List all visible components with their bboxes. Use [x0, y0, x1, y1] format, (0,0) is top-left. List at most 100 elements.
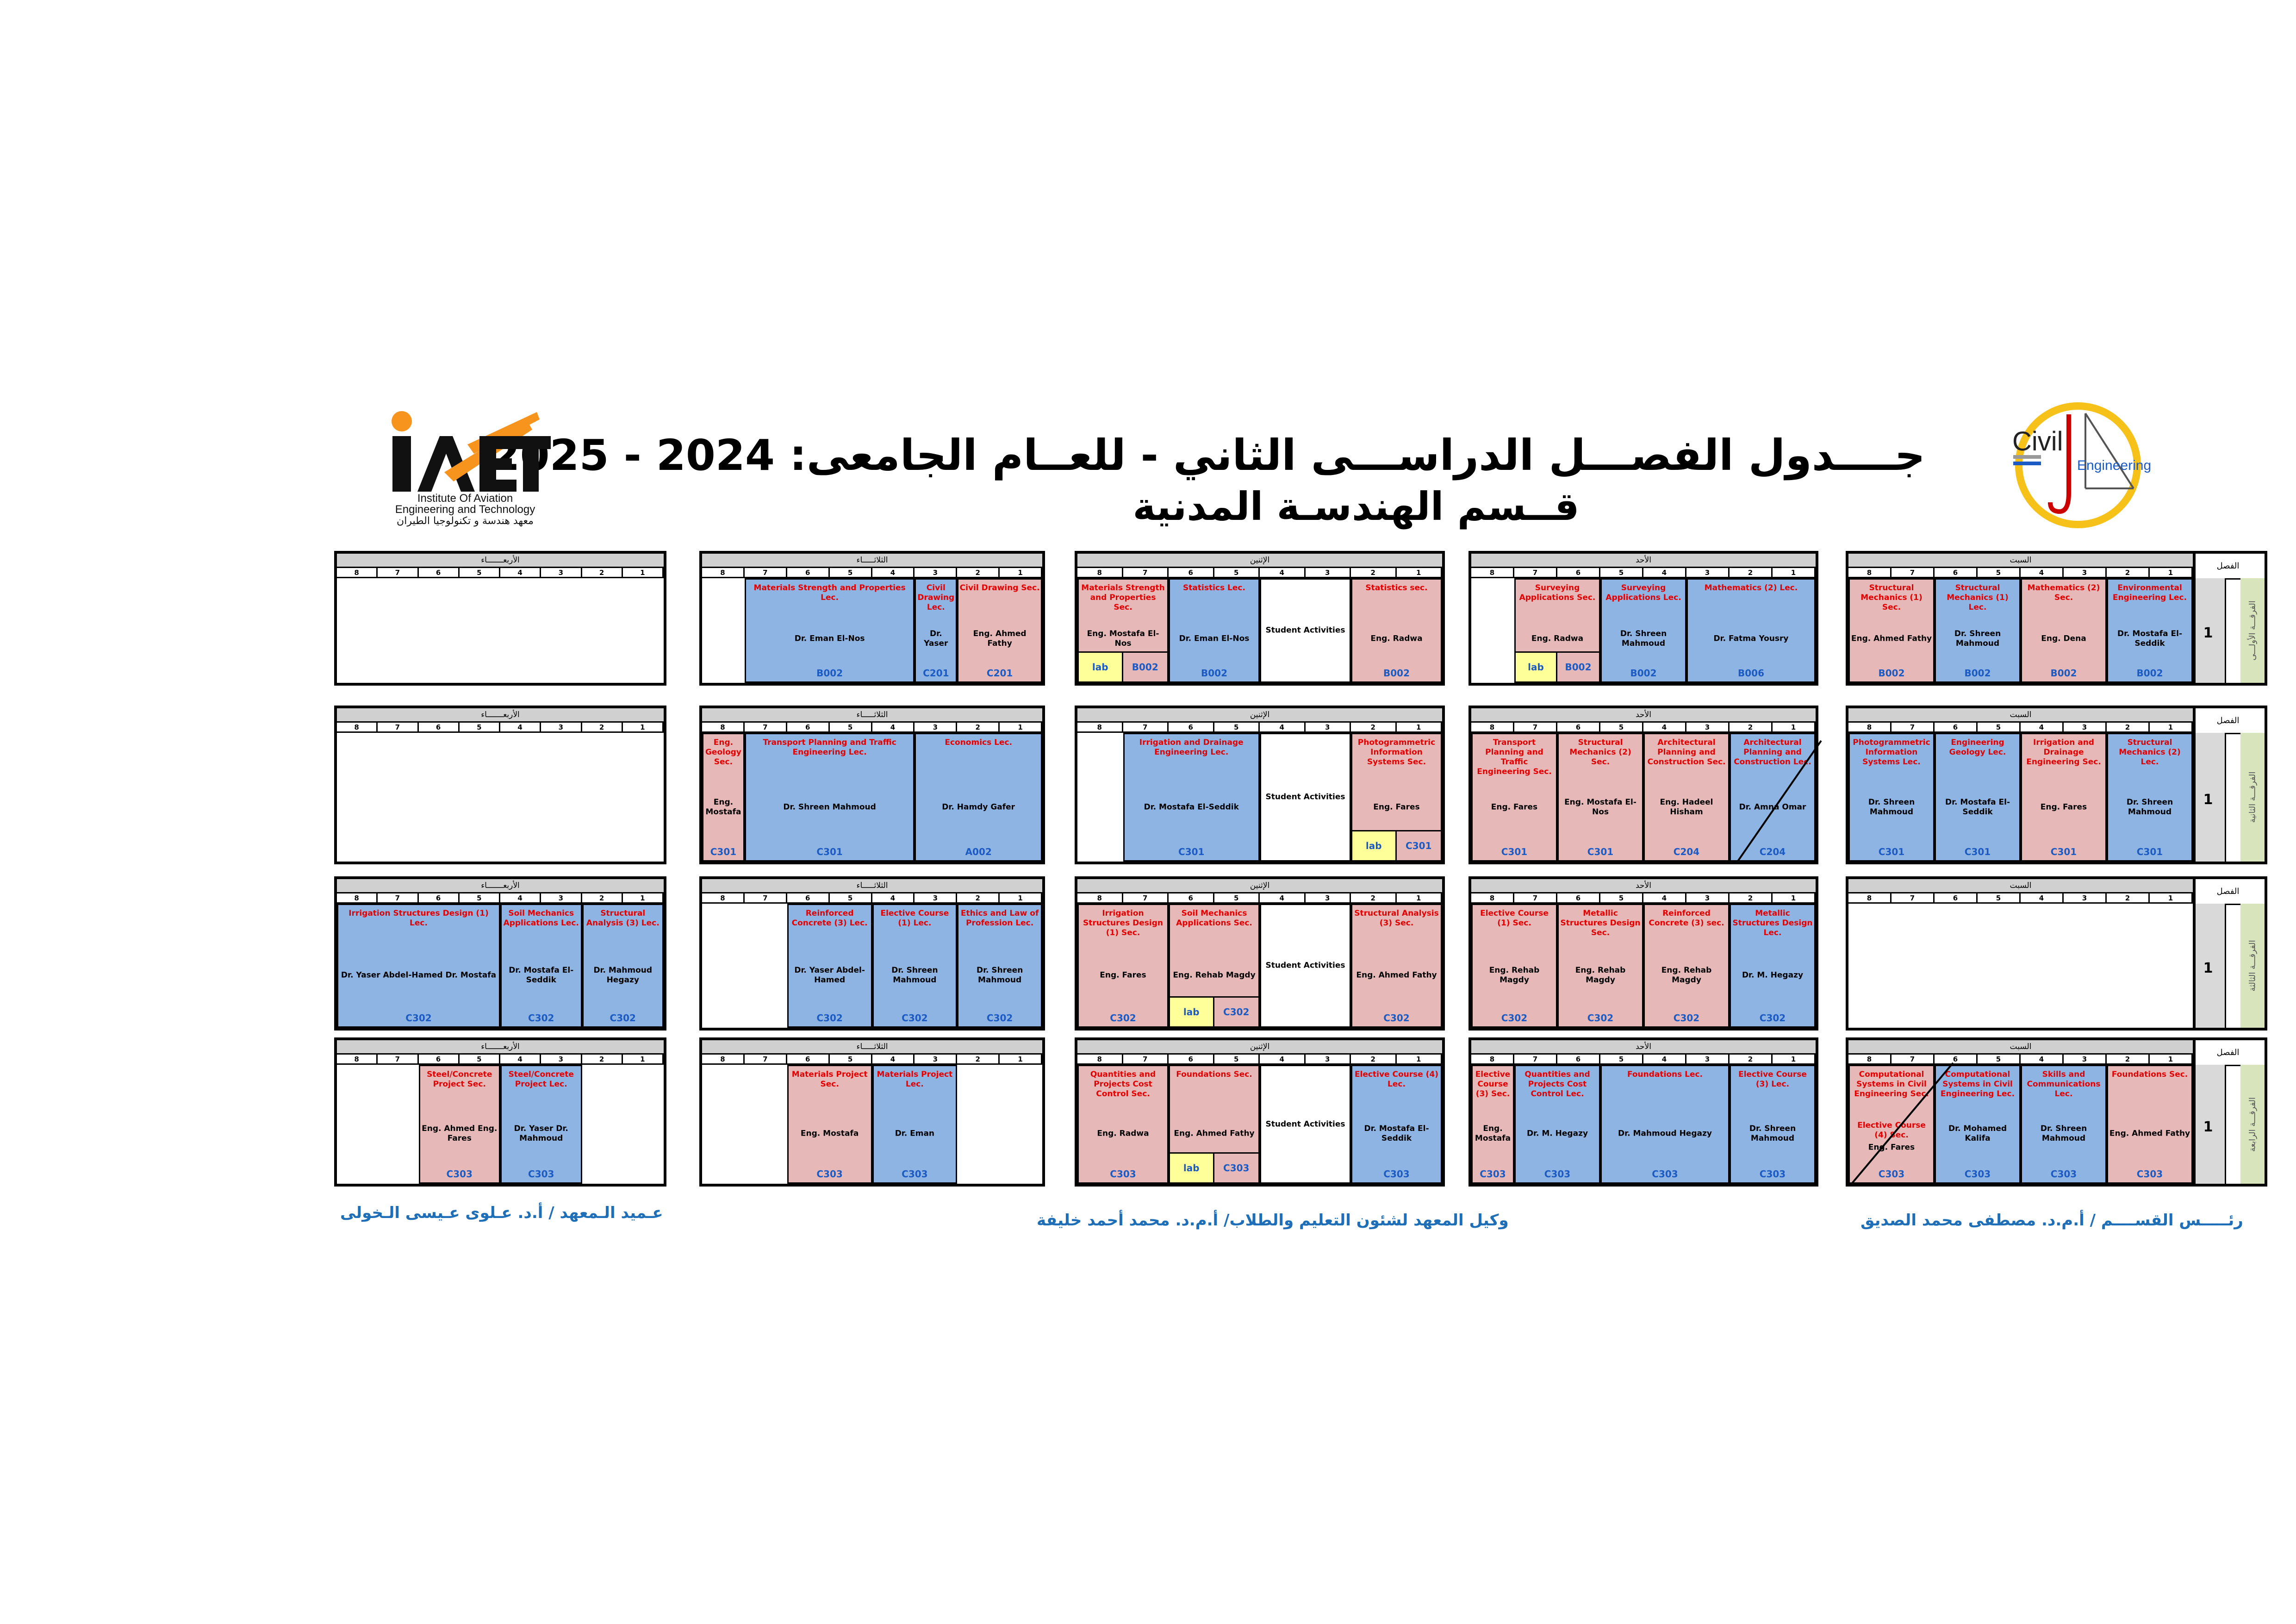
subject-name: Photogrammetric Information Systems Sec.	[1357, 738, 1436, 767]
subject-name: Structural Mechanics (1) Sec.	[1860, 583, 1923, 612]
room-number: C303	[1652, 1168, 1678, 1180]
period-number: 8	[1848, 723, 1892, 733]
room-number: C303	[1759, 1168, 1786, 1180]
period-number: 1	[622, 1055, 664, 1065]
room-number: C302	[902, 1012, 928, 1024]
instructor-name: Dr. Mostafa El-Seddik	[1144, 802, 1239, 812]
period-number: 3	[915, 568, 958, 578]
class-cell: Foundations Sec. Eng. Ahmed Fathy lab C303	[1169, 1065, 1260, 1184]
period-number: 3	[1686, 568, 1730, 578]
period-number: 6	[1557, 723, 1600, 733]
period-number: 1	[1000, 893, 1042, 904]
day-name: الثلاثـــــاء	[702, 708, 1042, 723]
subject-name: Eng. Geology Sec.	[705, 738, 741, 767]
period-number: 1	[2150, 893, 2193, 904]
instructor-name: Eng. Fares	[1491, 802, 1538, 812]
instructor-name: Eng. Ahmed Fathy	[2109, 1129, 2190, 1138]
room-number: B002	[1964, 668, 1991, 679]
period-number: 8	[1471, 723, 1514, 733]
room-number: C302	[528, 1012, 554, 1024]
day-name: السبت	[1848, 1040, 2193, 1055]
day-name: الإثنين	[1077, 708, 1442, 723]
day-name: الأحد	[1471, 879, 1816, 893]
class-cell: Soil Mechanics Applications Lec. Dr. Most…	[500, 904, 582, 1028]
period-number: 5	[459, 568, 500, 578]
period-number: 7	[378, 1055, 419, 1065]
subject-name: Structural Mechanics (2) Lec.	[2119, 738, 2181, 767]
class-cell: Irrigation Structures Design (1) Sec. Eng…	[1077, 904, 1169, 1028]
period-number: 4	[1643, 1055, 1686, 1065]
period-number: 1	[622, 568, 664, 578]
period-number: 3	[2064, 1055, 2107, 1065]
instructor-name: Dr. M. Hegazy	[1526, 1129, 1588, 1138]
subject-name: Environmental Engineering Lec.	[2112, 583, 2187, 602]
instructor-name: Eng. Dena	[2041, 634, 2086, 643]
instructor-name: Eng. Mostafa El-Nos	[1564, 797, 1636, 817]
class-cell: Steel/Concrete Project Lec. Dr. Yaser Dr.…	[500, 1065, 582, 1184]
day-block: السبت 8 7 6 5 4 3 2 1 Structural Mechanics (1) Se…	[1846, 551, 2196, 686]
class-cell: Elective Course (4) Lec. Dr. Mostafa El-S…	[1351, 1065, 1442, 1184]
room-box: C303	[1213, 1152, 1258, 1182]
year-frame: الفصل 1 الفرقـــة الأولـــى	[2189, 551, 2267, 686]
period-number: 6	[787, 568, 830, 578]
subject-name: Metallic Structures Design Lec.	[1732, 909, 1813, 937]
room-number: C303	[2050, 1168, 2077, 1180]
period-number: 4	[1260, 893, 1306, 904]
room-number: B002	[1878, 668, 1905, 679]
instructor-name: Eng. Fares	[1868, 1143, 1915, 1152]
department-head-signature: رئـــــس القســــم / أ.م.د. مصطفى محمد ا…	[1860, 1211, 2243, 1230]
period-number: 4	[1643, 893, 1686, 904]
day-block: السبت 8 7 6 5 4 3 2 1 Computational Systems in Ci…	[1846, 1037, 2196, 1187]
class-cell: Surveying Applications Lec. Dr. Shreen Ma…	[1600, 578, 1686, 683]
instructor-name: Dr. M. Hegazy	[1742, 970, 1804, 980]
year-label-text: الفرقـــة الأولـــى	[2247, 600, 2258, 661]
dean-signature: عـميد الـمعهد / أ.د. عـلوى عـيسى الـخولى	[340, 1204, 663, 1222]
room-number: C301	[1178, 846, 1205, 857]
class-cell: Statistics Lec. Dr. Eman El-Nos B002	[1169, 578, 1260, 683]
subject-name: Transport Planning and Traffic Engineeri…	[1477, 738, 1552, 776]
subject-name: Soil Mechanics Applications Lec.	[503, 909, 579, 928]
class-cell: Student Activities	[1260, 578, 1351, 683]
period-number: 2	[582, 723, 623, 733]
period-number: 8	[1077, 568, 1123, 578]
instructor-name: Eng. Ahmed Fathy	[1851, 634, 1932, 643]
period-number: 2	[1730, 1055, 1773, 1065]
period-number: 6	[418, 723, 460, 733]
day-block: الأربعـــــــاء 8 7 6 5 4 3 2 1 Irrigation Struct…	[334, 876, 666, 1031]
subject-name: Materials Project Lec.	[877, 1070, 953, 1089]
room-box: C302	[1213, 996, 1258, 1026]
period-number: 4	[872, 1055, 915, 1065]
class-cell: Elective Course (1) Lec. Dr. Shreen Mahmo…	[872, 904, 958, 1028]
room-number: C303	[528, 1168, 554, 1180]
room-number: C302	[986, 1012, 1013, 1024]
room-number: C301	[2136, 846, 2163, 857]
instructor-name: Dr. Mostafa El-Seddik	[1945, 797, 2010, 817]
period-number: 6	[1169, 1055, 1214, 1065]
period-number: 2	[1351, 568, 1397, 578]
class-header: الفصل	[2191, 554, 2265, 580]
period-number: 8	[702, 1055, 745, 1065]
instructor-name: Eng. Fares	[1100, 970, 1146, 980]
lab-label: lab	[1183, 1162, 1200, 1174]
day-name: السبت	[1848, 879, 2193, 893]
period-number: 1	[1396, 893, 1442, 904]
room-number: C303	[1383, 1168, 1410, 1180]
period-number: 1	[2150, 568, 2193, 578]
period-number: 7	[1514, 568, 1557, 578]
subject-name: Steel/Concrete Project Lec.	[508, 1070, 574, 1089]
period-number: 3	[1305, 1055, 1351, 1065]
period-number: 5	[459, 1055, 500, 1065]
day-block: الإثنين 8 7 6 5 4 3 2 1 Materials Strength and Pr…	[1075, 551, 1445, 686]
period-number: 7	[1123, 723, 1169, 733]
period-number: 7	[378, 568, 419, 578]
day-block: الأربعـــــــاء 8 7 6 5 4 3 2 1	[334, 706, 666, 864]
day-block: الثلاثـــــاء 8 7 6 5 4 3 2 1 Materials Project S…	[699, 1037, 1045, 1187]
period-number: 4	[1643, 568, 1686, 578]
period-number: 5	[459, 723, 500, 733]
class-cell: Materials Project Lec. Dr. Eman C303	[872, 1065, 958, 1184]
room-number: C301	[1587, 846, 1614, 857]
period-number: 5	[829, 1055, 872, 1065]
period-number: 2	[2107, 893, 2150, 904]
instructor-name: Eng. Mostafa El-Nos	[1087, 629, 1159, 648]
room-number: C303	[1110, 1168, 1136, 1180]
